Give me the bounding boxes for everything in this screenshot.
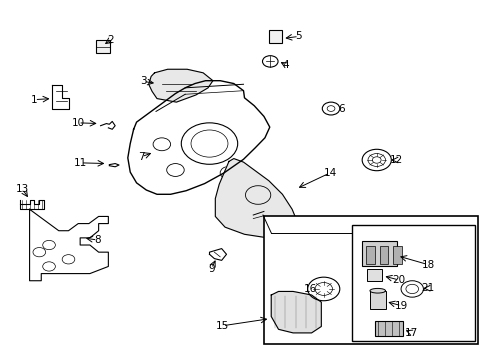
Bar	[374, 321, 402, 337]
Text: 16: 16	[304, 284, 317, 294]
Text: 5: 5	[295, 31, 302, 41]
Bar	[392, 247, 401, 264]
Text: 9: 9	[208, 264, 214, 274]
Bar	[366, 247, 374, 264]
Text: 21: 21	[421, 283, 434, 293]
Text: 11: 11	[74, 158, 87, 168]
Bar	[379, 247, 387, 264]
Text: 6: 6	[338, 104, 345, 113]
Text: 14: 14	[323, 168, 336, 178]
Bar	[268, 30, 282, 43]
Text: 20: 20	[392, 275, 405, 285]
Bar	[369, 291, 385, 309]
Text: 10: 10	[72, 118, 84, 128]
Text: 18: 18	[421, 260, 434, 270]
Text: 8: 8	[94, 235, 101, 245]
Bar	[362, 241, 396, 266]
Polygon shape	[215, 158, 297, 238]
Polygon shape	[148, 69, 212, 102]
Polygon shape	[271, 292, 321, 333]
Text: 13: 13	[16, 184, 29, 194]
Text: 12: 12	[389, 155, 402, 165]
Text: 19: 19	[394, 301, 407, 311]
Text: 15: 15	[216, 321, 229, 331]
Bar	[352, 225, 474, 342]
Bar	[264, 216, 477, 344]
Bar	[96, 40, 110, 53]
Text: 4: 4	[282, 60, 288, 70]
Text: 2: 2	[107, 35, 114, 45]
Text: 7: 7	[138, 152, 144, 162]
Text: 3: 3	[140, 76, 146, 86]
Text: 17: 17	[404, 328, 417, 338]
Text: 1: 1	[31, 95, 38, 105]
Ellipse shape	[369, 288, 385, 293]
Bar	[366, 269, 381, 281]
